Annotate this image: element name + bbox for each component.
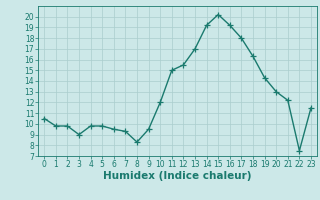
X-axis label: Humidex (Indice chaleur): Humidex (Indice chaleur) — [103, 171, 252, 181]
